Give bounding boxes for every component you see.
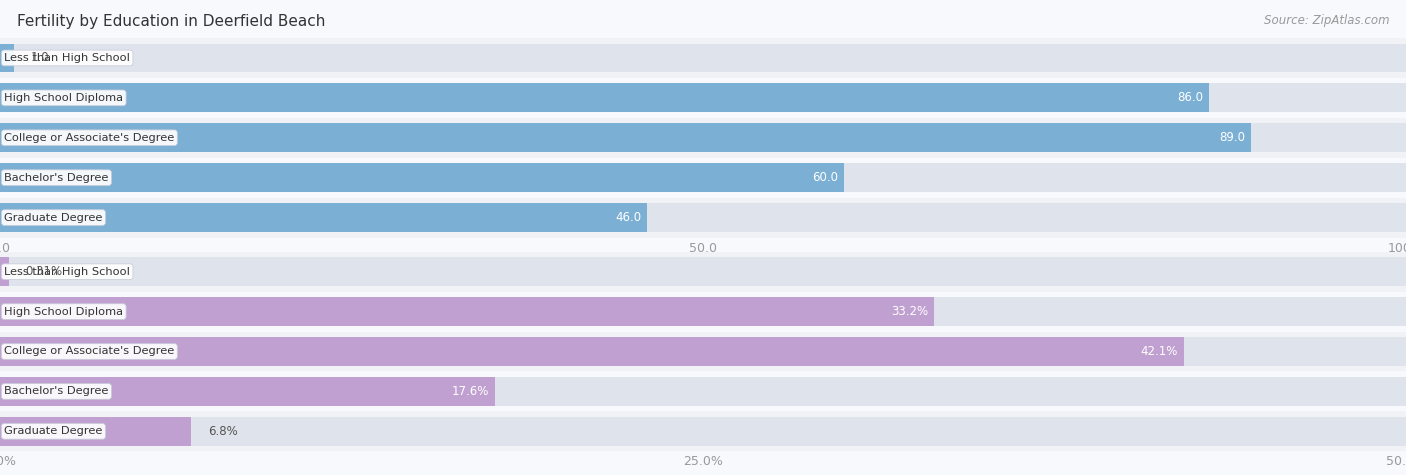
Text: 17.6%: 17.6%: [451, 385, 489, 398]
Bar: [0, 377, 495, 406]
Text: Bachelor's Degree: Bachelor's Degree: [4, 386, 108, 397]
Bar: [0, 124, 1406, 152]
Bar: [0, 198, 1406, 238]
Bar: [0, 38, 1406, 78]
Bar: [0, 84, 1209, 112]
Text: College or Associate's Degree: College or Associate's Degree: [4, 346, 174, 357]
Bar: [0, 297, 1406, 326]
Bar: [0, 158, 1406, 198]
Bar: [0, 118, 1406, 158]
Bar: [0, 44, 14, 72]
Bar: [0, 292, 1406, 332]
Text: High School Diploma: High School Diploma: [4, 93, 124, 103]
Bar: [0, 78, 1406, 118]
Text: Less than High School: Less than High School: [4, 53, 131, 63]
Bar: [0, 417, 1406, 446]
Text: Bachelor's Degree: Bachelor's Degree: [4, 172, 108, 183]
Text: 33.2%: 33.2%: [891, 305, 928, 318]
Bar: [0, 337, 1406, 366]
Bar: [0, 84, 1406, 112]
Bar: [0, 332, 1406, 371]
Bar: [0, 124, 1251, 152]
Bar: [0, 377, 1406, 406]
Text: 42.1%: 42.1%: [1140, 345, 1178, 358]
Text: 46.0: 46.0: [614, 211, 641, 224]
Bar: [0, 371, 1406, 411]
Text: 6.8%: 6.8%: [208, 425, 238, 438]
Text: Source: ZipAtlas.com: Source: ZipAtlas.com: [1264, 14, 1389, 27]
Bar: [0, 297, 934, 326]
Text: Fertility by Education in Deerfield Beach: Fertility by Education in Deerfield Beac…: [17, 14, 325, 29]
Text: High School Diploma: High School Diploma: [4, 306, 124, 317]
Bar: [0, 203, 647, 232]
Text: Graduate Degree: Graduate Degree: [4, 426, 103, 437]
Bar: [0, 337, 1184, 366]
Bar: [0, 417, 191, 446]
Text: 86.0: 86.0: [1178, 91, 1204, 104]
Text: 89.0: 89.0: [1220, 131, 1246, 144]
Text: Less than High School: Less than High School: [4, 266, 131, 277]
Bar: [0, 411, 1406, 451]
Bar: [0, 257, 8, 286]
Text: College or Associate's Degree: College or Associate's Degree: [4, 133, 174, 143]
Bar: [0, 257, 1406, 286]
Text: 60.0: 60.0: [813, 171, 838, 184]
Text: Graduate Degree: Graduate Degree: [4, 212, 103, 223]
Bar: [0, 44, 1406, 72]
Bar: [0, 163, 844, 192]
Bar: [0, 203, 1406, 232]
Bar: [0, 163, 1406, 192]
Text: 1.0: 1.0: [31, 51, 49, 65]
Bar: [0, 252, 1406, 292]
Text: 0.31%: 0.31%: [25, 265, 63, 278]
